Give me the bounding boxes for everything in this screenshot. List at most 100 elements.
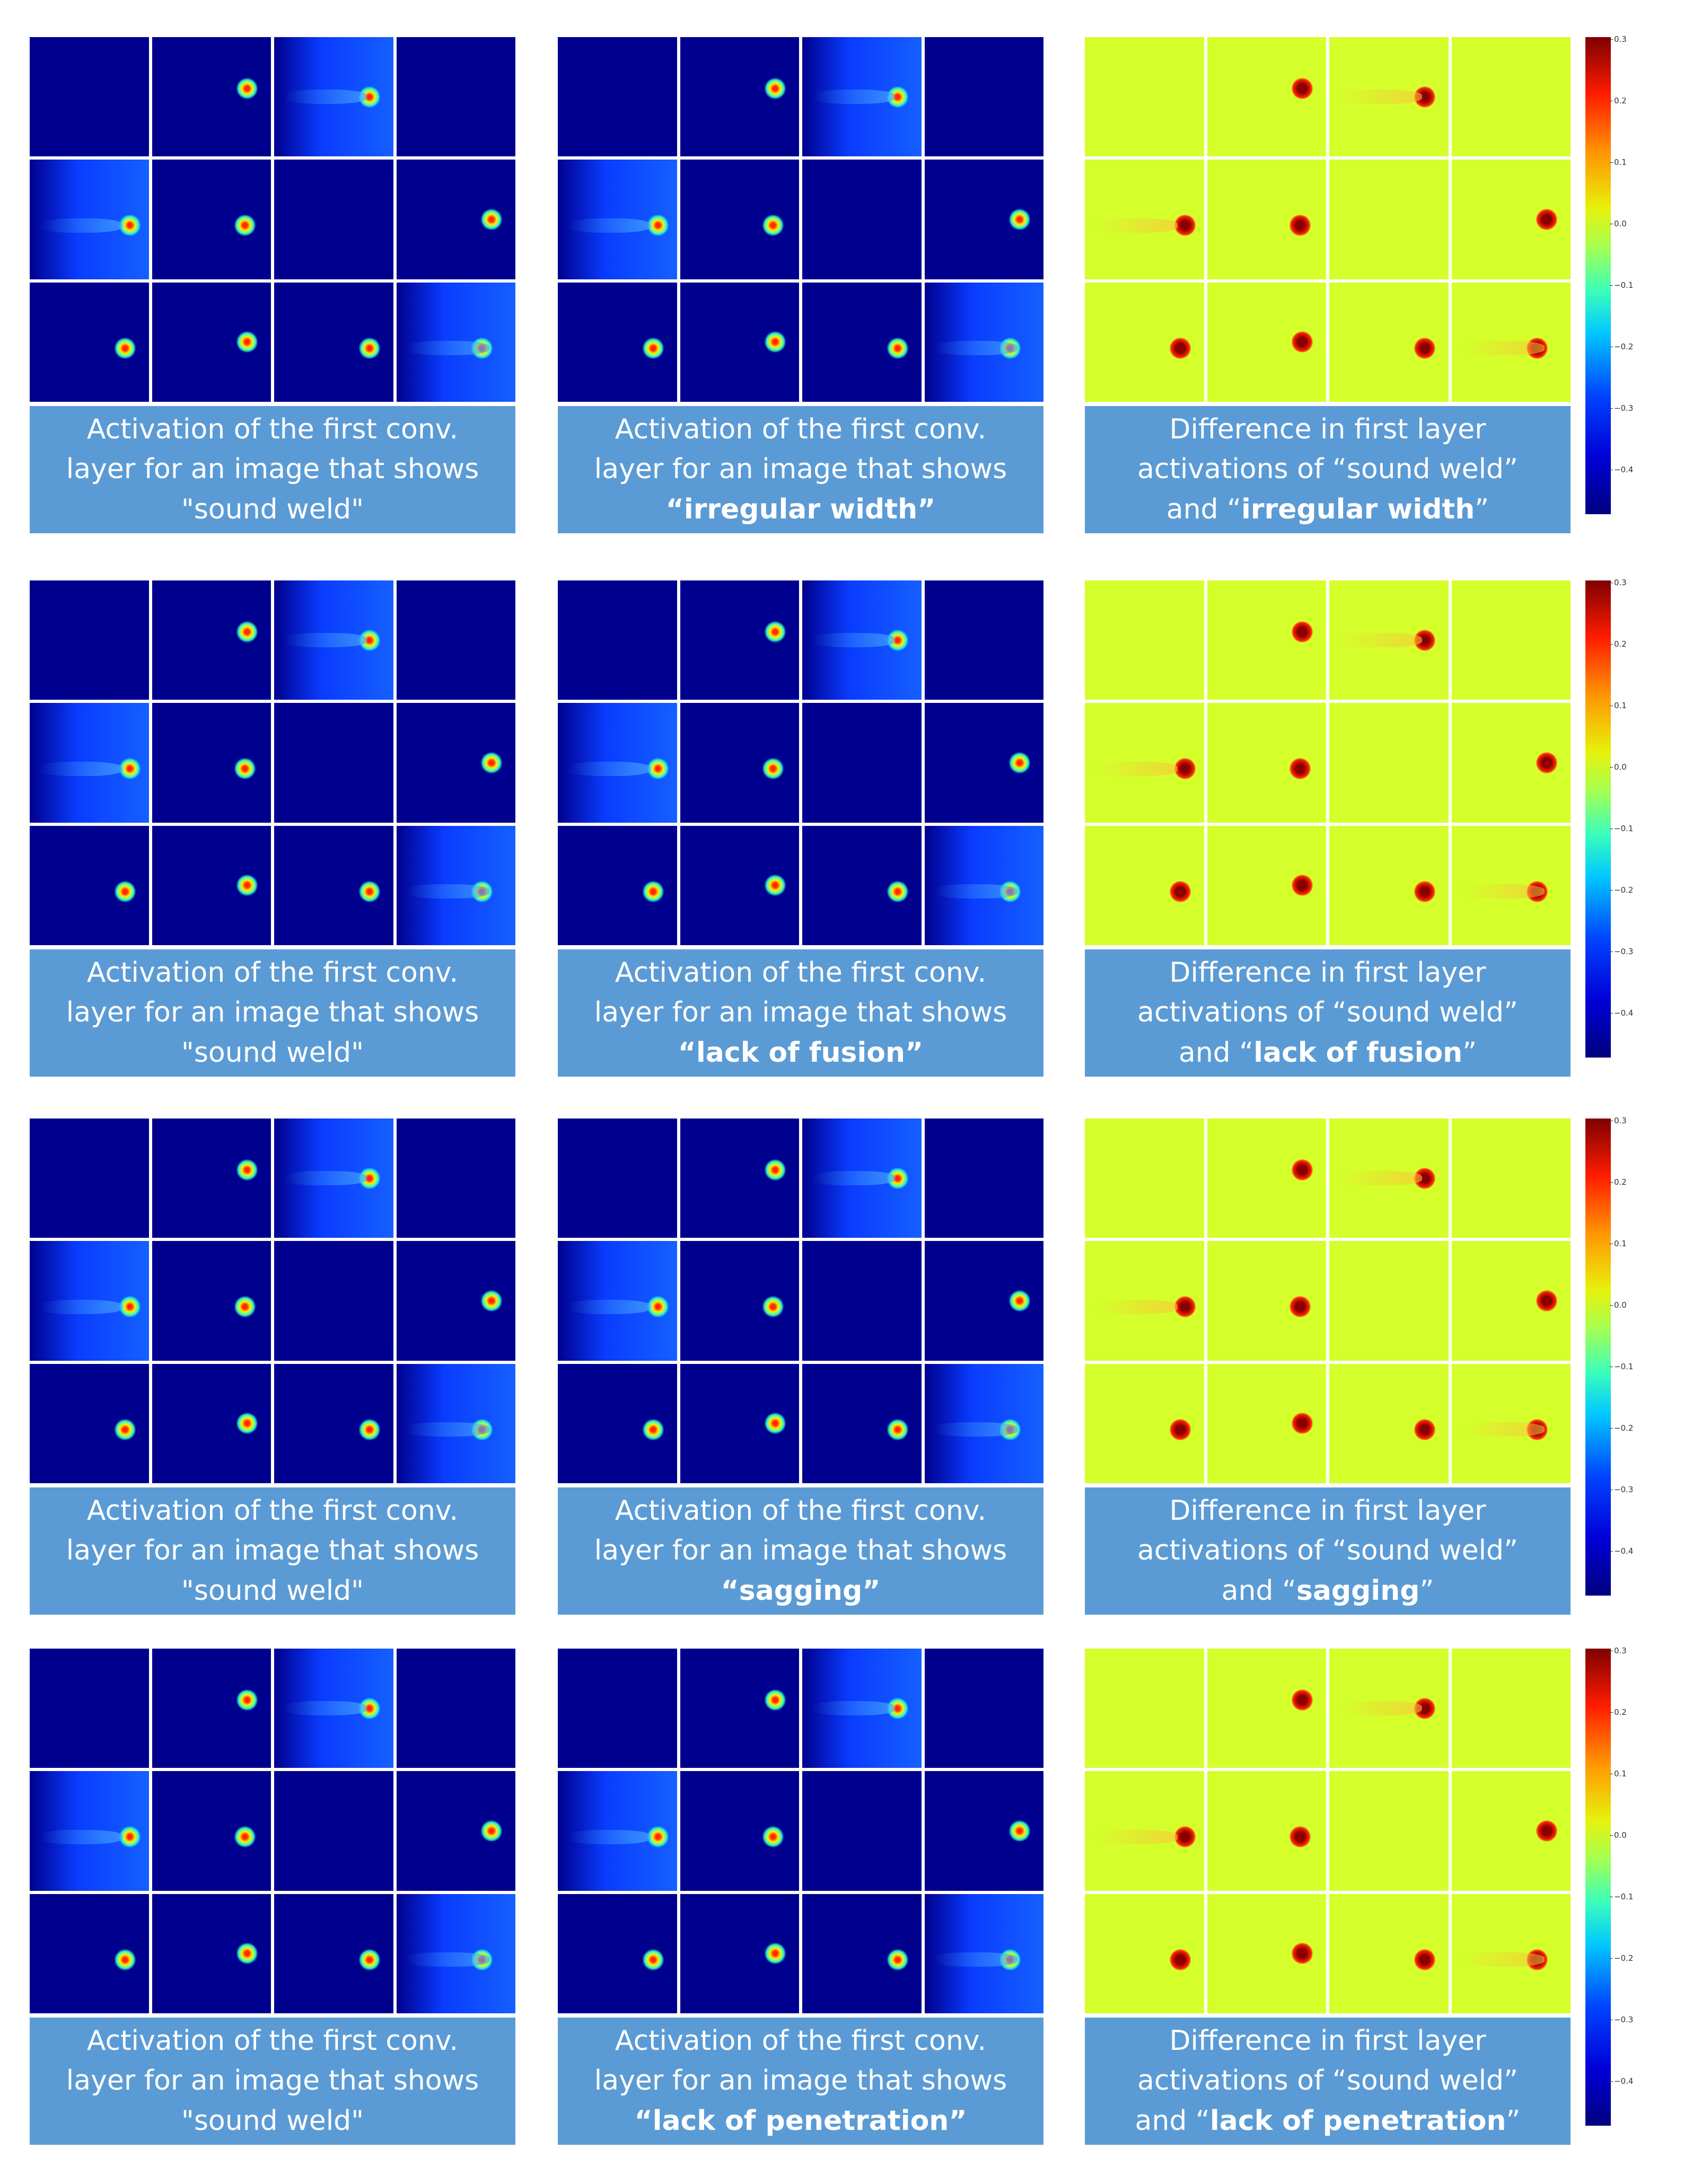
difference-spot: [1536, 208, 1558, 230]
activation-map-tile: [1451, 1649, 1571, 1768]
activation-spot: [887, 337, 908, 359]
caption-text: "sound weld": [181, 1036, 364, 1069]
caption-line-3: "sound weld": [66, 2101, 479, 2141]
colorbar-tick-label: 0.0: [1610, 1830, 1627, 1840]
activation-map-tile: [680, 1894, 799, 2013]
caption-line-1: Activation of the first conv.: [615, 956, 987, 989]
activation-map-tile: [802, 1119, 922, 1238]
feature-map-grid: [1085, 580, 1571, 945]
activation-map-tile: [1085, 160, 1204, 279]
colorbar-tick-label: 0.1: [1610, 1769, 1627, 1778]
colorbar-tick-label: −0.3: [1609, 1485, 1634, 1494]
colorbar-tick-label: 0.0: [1610, 219, 1627, 228]
colorbar-tick-label: −0.4: [1609, 465, 1634, 474]
defect-label: irregular width: [1241, 493, 1475, 525]
activation-spot: [762, 1826, 784, 1848]
activation-map-tile: [1085, 1894, 1204, 2013]
caption-line-3: “sagging”: [594, 1571, 1007, 1611]
activation-map-tile: [680, 1119, 799, 1238]
difference-spot: [1536, 752, 1558, 773]
activation-map-tile: [30, 37, 149, 157]
activation-map-tile: [30, 1771, 149, 1891]
activation-map-tile: [924, 1894, 1043, 2013]
activation-panel: Activation of the first conv. layer for a…: [30, 1119, 515, 1615]
activation-spot: [358, 1949, 380, 1970]
caption-line-1: Activation of the first conv.: [615, 2024, 987, 2057]
caption-line-3: "sound weld": [66, 1571, 479, 1611]
colorbar-gradient: [1585, 1649, 1611, 2126]
caption-line-2: layer for an image that shows: [594, 1535, 1007, 1567]
activation-map-tile: [802, 160, 922, 279]
feature-map-grid: [1085, 1119, 1571, 1483]
activation-spot: [236, 875, 258, 896]
activation-panel: Activation of the first conv. layer for a…: [30, 37, 515, 533]
activation-spot: [765, 1943, 786, 1965]
activation-map-tile: [396, 1771, 515, 1891]
activation-streak: [1338, 633, 1423, 648]
activation-map-tile: [1451, 160, 1571, 279]
activation-spot: [114, 880, 136, 902]
activation-map-tile: [680, 282, 799, 402]
activation-map-tile: [274, 1649, 393, 1768]
activation-map-tile: [802, 1894, 922, 2013]
difference-spot: [1289, 758, 1311, 780]
panel-caption: Activation of the first conv. layer for a…: [558, 2018, 1043, 2145]
difference-spot: [1169, 337, 1191, 359]
caption-line-1: Activation of the first conv.: [615, 1494, 987, 1527]
activation-spot: [762, 1296, 784, 1318]
activation-map-tile: [680, 1649, 799, 1768]
panel-caption: Difference in first layer activations of …: [1085, 406, 1571, 533]
activation-map-tile: [680, 825, 799, 945]
activation-map-tile: [802, 1649, 922, 1768]
activation-streak: [1461, 1952, 1545, 1967]
difference-spot: [1292, 1413, 1313, 1434]
caption-line-2: layer for an image that shows: [66, 1535, 479, 1567]
activation-map-tile: [396, 825, 515, 945]
activation-map-tile: [396, 1894, 515, 2013]
activation-map-tile: [1207, 1771, 1326, 1891]
caption-tail: ”: [1475, 493, 1489, 525]
activation-streak: [811, 633, 896, 648]
activation-spot: [765, 77, 786, 99]
activation-map-tile: [274, 1241, 393, 1361]
activation-map-tile: [274, 1771, 393, 1891]
activation-streak: [1338, 1171, 1423, 1186]
activation-spot: [114, 1949, 136, 1970]
activation-streak: [1461, 884, 1545, 899]
activation-spot: [765, 331, 786, 353]
caption-line-3: “lack of fusion”: [594, 1033, 1007, 1073]
panel-caption: Activation of the first conv. layer for a…: [30, 1487, 515, 1615]
difference-spot: [1169, 880, 1191, 902]
defect-label: “lack of penetration”: [634, 2104, 967, 2137]
panel-caption: Activation of the first conv. layer for a…: [30, 406, 515, 533]
caption-tail: ”: [1419, 1574, 1434, 1607]
activation-map-tile: [396, 160, 515, 279]
difference-spot: [1292, 875, 1313, 896]
difference-spot: [1414, 337, 1435, 359]
activation-streak: [567, 761, 651, 776]
activation-streak: [39, 761, 123, 776]
caption-text: and “: [1178, 1036, 1254, 1069]
caption-line-1: Activation of the first conv.: [86, 413, 459, 445]
activation-map-tile: [1207, 1894, 1326, 2013]
activation-map-tile: [30, 1363, 149, 1483]
activation-streak: [934, 341, 1018, 356]
activation-map-tile: [1085, 703, 1204, 823]
activation-spot: [642, 337, 664, 359]
caption-line-2: activations of “sound weld”: [1137, 453, 1519, 486]
panel-caption: Difference in first layer activations of …: [1085, 2018, 1571, 2145]
activation-map-tile: [558, 1649, 677, 1768]
activation-streak: [567, 1829, 651, 1844]
activation-spot: [481, 1290, 503, 1311]
activation-map-tile: [396, 1363, 515, 1483]
colorbar-tick-label: −0.1: [1609, 1892, 1634, 1901]
difference-panel: Difference in first layer activations of …: [1085, 37, 1571, 533]
activation-streak: [406, 1952, 489, 1967]
activation-spot: [1009, 208, 1031, 230]
activation-map-tile: [1207, 703, 1326, 823]
activation-map-tile: [1451, 825, 1571, 945]
activation-map-tile: [1207, 1649, 1326, 1768]
activation-map-tile: [152, 825, 271, 945]
activation-spot: [1009, 1290, 1031, 1311]
activation-map-tile: [274, 1894, 393, 2013]
